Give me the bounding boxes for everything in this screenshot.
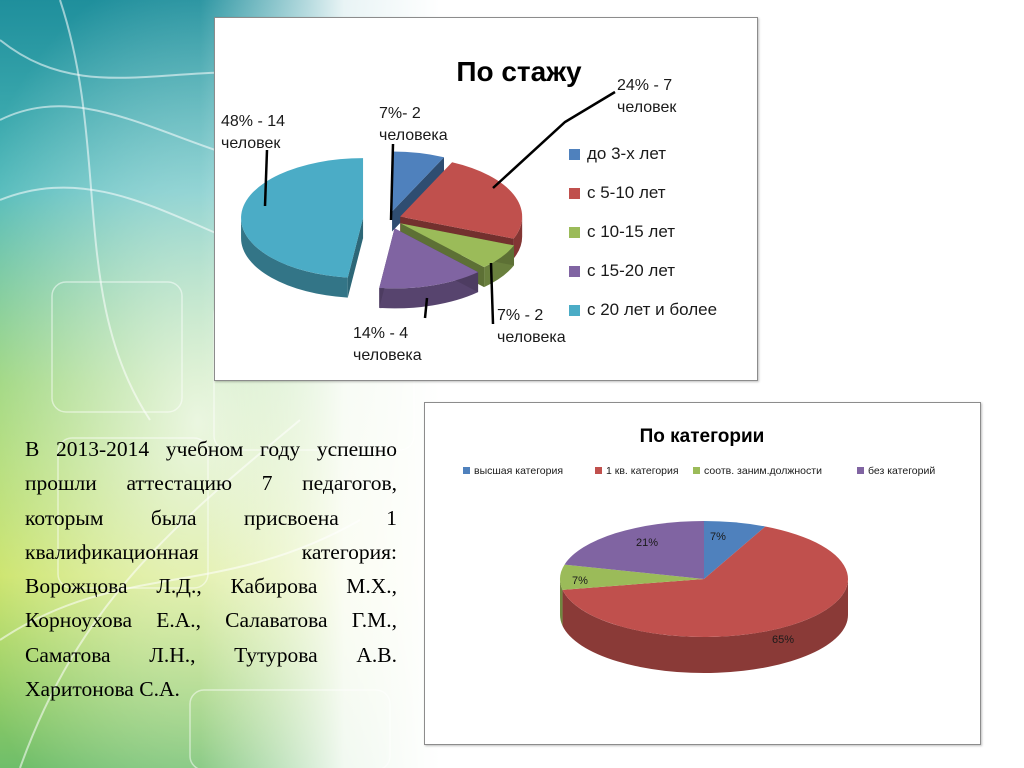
legend-label-3: без категорий (868, 465, 935, 477)
leader-line-0 (389, 143, 395, 221)
data-label-4-1: человек (221, 135, 281, 152)
legend-swatch-3 (569, 266, 580, 277)
data-label-0-1: человека (379, 127, 448, 144)
data-label-1-0: 24% - 7 (617, 77, 672, 94)
slice-с-20-лет-и-более (241, 158, 364, 278)
slice-side-3 (379, 272, 479, 309)
slice-side-4 (241, 218, 348, 298)
legend-label-4: с 20 лет и более (587, 300, 717, 319)
data-label-2-0: 7% - 2 (497, 307, 543, 324)
chart-by-experience: По стажу 7%- 2 человека 24% - 7 человек 7% - … (214, 17, 758, 381)
chart-title: По категории (640, 426, 765, 447)
attestation-text: В 2013-2014 учебном году успешно прошли … (25, 437, 397, 702)
legend-swatch-2 (693, 467, 700, 474)
slice-с-5-10-лет (400, 162, 523, 239)
slice-1-кв-категория (562, 526, 848, 637)
data-label-2-1: человека (497, 329, 566, 346)
legend-label-1: 1 кв. категория (606, 465, 679, 477)
data-label-3: 21% (636, 537, 658, 549)
slice-соотв-заним-должности (560, 564, 704, 590)
chart-by-category-svg: По категории высшая категория 1 кв. катего… (463, 426, 935, 673)
legend-label-3: с 15-20 лет (587, 261, 675, 280)
legend-label-2: соотв. заним.должности (704, 465, 822, 477)
data-label-1: 65% (772, 634, 794, 646)
leader-line-2 (489, 262, 495, 325)
leader-line-4 (263, 149, 269, 207)
legend-label-0: высшая категория (474, 465, 563, 477)
legend-swatch-1 (569, 188, 580, 199)
slice-с-10-15-лет (400, 223, 515, 268)
legend-swatch-0 (569, 149, 580, 160)
data-label-3-1: человека (353, 347, 422, 364)
data-label-0: 7% (710, 531, 726, 543)
slice-side-2 (560, 579, 563, 626)
legend-label-2: с 10-15 лет (587, 222, 675, 241)
slice-side-1 (562, 579, 848, 673)
leader-line-1 (492, 90, 616, 189)
leader-line-3 (423, 297, 429, 319)
chart-by-category: По категории высшая категория 1 кв. катего… (424, 402, 981, 745)
legend-label-1: с 5-10 лет (587, 183, 666, 202)
data-label-2: 7% (572, 575, 588, 587)
slice-с-15-20-лет (379, 228, 479, 289)
slice-face-4-0 (347, 218, 364, 298)
legend-label-0: до 3-х лет (587, 144, 666, 163)
chart-title: По стажу (456, 56, 582, 87)
legend-swatch-0 (463, 467, 470, 474)
legend-swatch-3 (857, 467, 864, 474)
legend-swatch-2 (569, 227, 580, 238)
data-label-3-0: 14% - 4 (353, 325, 408, 342)
data-label-4-0: 48% - 14 (221, 113, 285, 130)
slice-без-категорий (564, 521, 704, 579)
slice-до-3-х-лет (392, 151, 444, 212)
slice-side-1 (513, 216, 523, 259)
legend-swatch-1 (595, 467, 602, 474)
data-label-1-1: человек (617, 99, 677, 116)
slice-высшая-категория (704, 521, 766, 579)
chart-by-experience-svg: По стажу 7%- 2 человека 24% - 7 человек 7% - … (221, 56, 717, 364)
data-label-0-0: 7%- 2 (379, 105, 421, 122)
legend-swatch-4 (569, 305, 580, 316)
